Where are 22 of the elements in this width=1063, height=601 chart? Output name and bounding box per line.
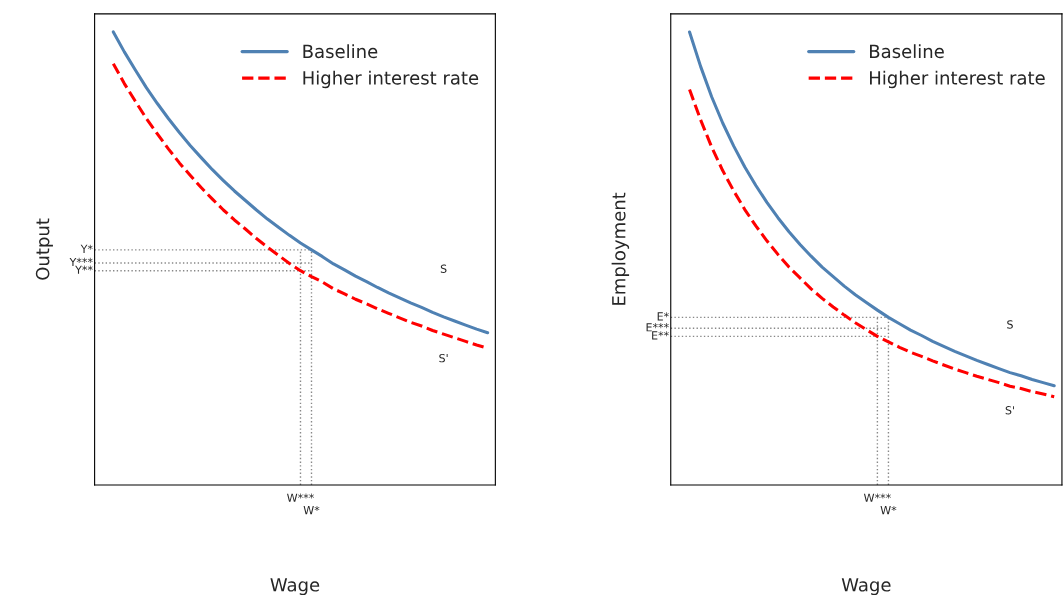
ref-line-label: E** bbox=[652, 331, 669, 340]
y-axis-title: Employment bbox=[611, 192, 630, 305]
ref-line-label: Y* bbox=[80, 244, 93, 253]
legend-label: Baseline bbox=[870, 44, 944, 59]
y-axis-title: Output bbox=[35, 218, 53, 280]
x-tick-label: W* bbox=[303, 505, 320, 515]
legend-label: Higher interest rate bbox=[303, 70, 479, 89]
ref-line-label: Y*** bbox=[69, 257, 93, 267]
x-tick-label: W*** bbox=[287, 493, 314, 502]
x-axis-title: Wage bbox=[841, 578, 891, 596]
ref-line-label: Y** bbox=[75, 265, 93, 274]
legend-label: Higher interest rate bbox=[870, 70, 1045, 89]
x-tick-label: W* bbox=[880, 505, 897, 515]
x-axis-title: Wage bbox=[270, 578, 320, 596]
annotation: S' bbox=[439, 353, 448, 363]
x-tick-label: W*** bbox=[863, 493, 891, 502]
annotation: S' bbox=[1005, 406, 1014, 415]
legend-label: Baseline bbox=[303, 44, 378, 59]
annotation: S bbox=[440, 264, 447, 273]
ref-line-label: E*** bbox=[646, 323, 669, 332]
ref-line-label: E* bbox=[657, 312, 669, 321]
annotation: S bbox=[1007, 320, 1013, 329]
